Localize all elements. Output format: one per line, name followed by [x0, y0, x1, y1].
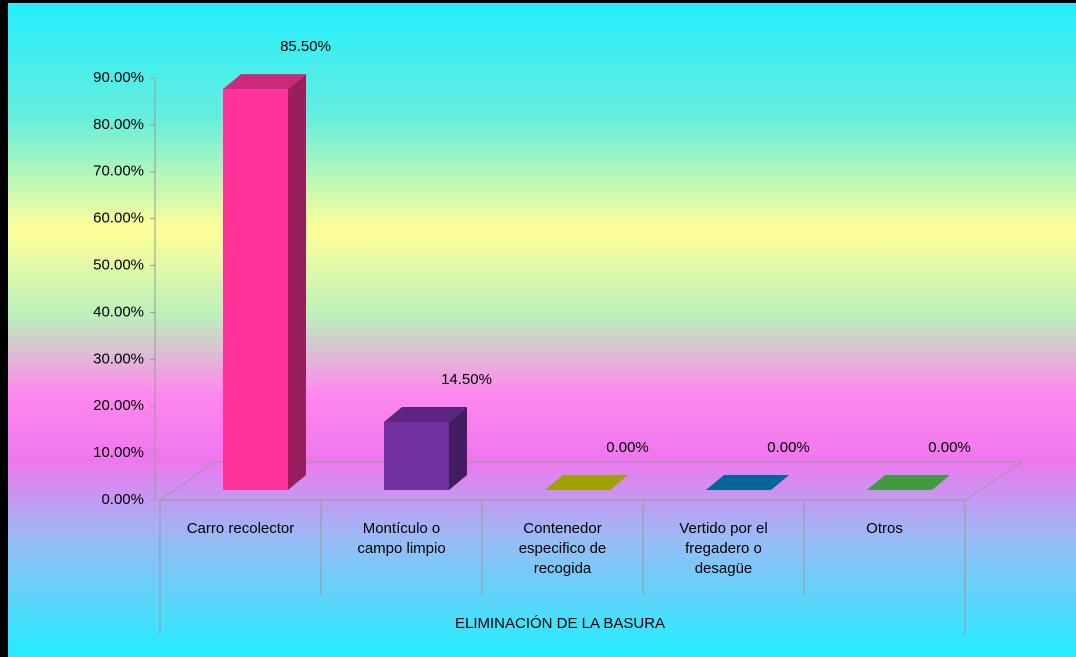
top-border	[0, 0, 1076, 3]
x-axis-label: ELIMINACIÓN DE LA BASURA	[455, 615, 665, 632]
y-tick-label: 50.00%	[93, 257, 144, 274]
y-tick-label: 0.00%	[101, 491, 144, 508]
y-tick-label: 20.00%	[93, 397, 144, 414]
x-tick-label: Contenedor especifico de recogida	[518, 520, 607, 577]
y-tick-label: 80.00%	[93, 116, 144, 133]
floor	[158, 461, 1024, 501]
value-label: 14.50%	[441, 371, 492, 388]
x-tick-label: Montículo o campo limpio	[357, 520, 446, 557]
value-label: 0.00%	[928, 439, 971, 456]
value-label: 0.00%	[767, 439, 810, 456]
value-label: 0.00%	[606, 439, 649, 456]
y-tick-label: 30.00%	[93, 350, 144, 367]
bar-side	[288, 74, 306, 490]
bar-top	[706, 475, 789, 490]
value-label: 85.50%	[280, 38, 331, 55]
bar-top	[867, 475, 950, 490]
bar-top	[384, 407, 467, 423]
y-tick-label: 40.00%	[93, 303, 144, 320]
bar-side	[449, 407, 467, 490]
bar-front	[223, 89, 288, 490]
x-tick-label: Vertido por el fregadero o desagüe	[679, 520, 768, 577]
y-tick-label: 10.00%	[93, 444, 144, 461]
x-tick-label: Carro recolector	[186, 520, 295, 537]
bar-front	[384, 422, 449, 490]
left-border	[0, 0, 8, 657]
bar-top	[223, 74, 306, 90]
y-tick-label: 60.00%	[93, 210, 144, 227]
y-tick-label: 70.00%	[93, 163, 144, 180]
y-tick-label: 90.00%	[93, 69, 144, 86]
x-tick-label: Otros	[866, 520, 903, 537]
bar-top	[545, 475, 628, 490]
